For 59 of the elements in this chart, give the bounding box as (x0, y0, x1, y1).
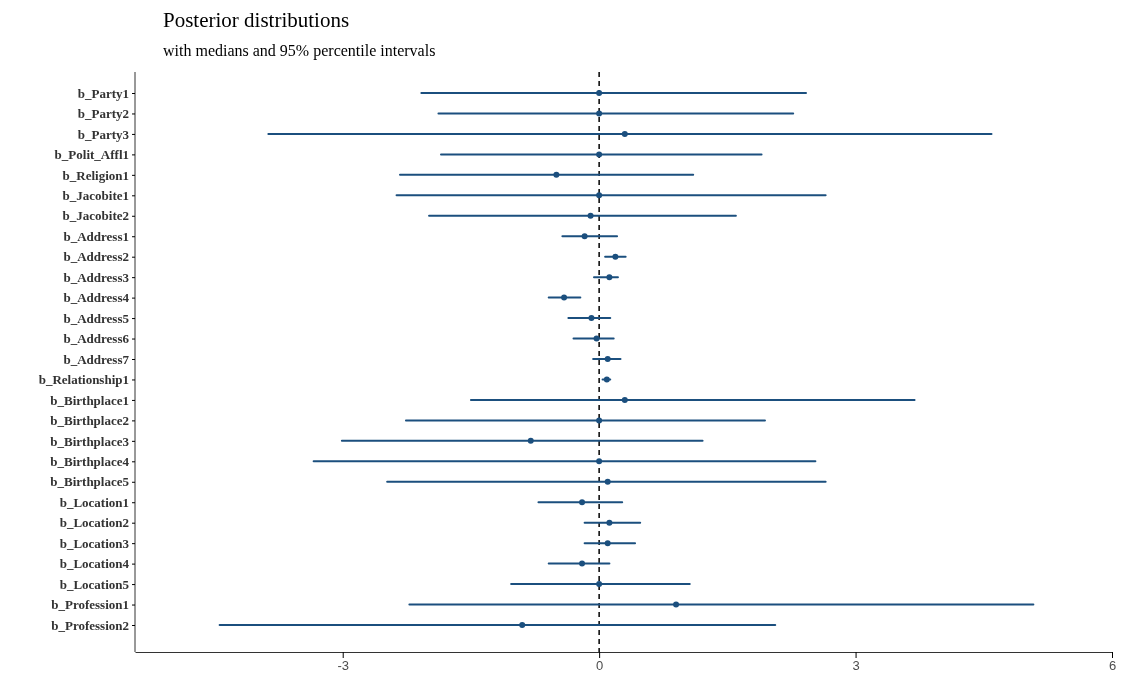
point (604, 478, 611, 485)
y-tick-label: b_Location4 (59, 556, 130, 572)
y-tick-label: b_Party1 (77, 85, 129, 101)
point (579, 499, 586, 506)
y-tick-label: b_Jacobite2 (62, 208, 129, 224)
y-tick-label: b_Polit_Affl1 (54, 147, 129, 163)
point (596, 151, 603, 158)
point (579, 560, 586, 567)
y-tick-label: b_Location5 (59, 576, 130, 592)
y-tick-label: b_Party2 (77, 106, 129, 122)
point (596, 192, 603, 199)
point (604, 540, 611, 547)
point (596, 458, 603, 465)
y-tick-label: b_Address1 (63, 228, 129, 244)
y-tick-label: b_Birthplace4 (50, 453, 130, 469)
point (561, 294, 568, 301)
point (588, 315, 595, 322)
y-tick-label: b_Address4 (63, 290, 130, 306)
point (621, 130, 628, 137)
point (553, 171, 560, 178)
point (596, 90, 603, 96)
y-tick-label: b_Relationship1 (38, 372, 129, 388)
point (612, 253, 619, 260)
y-tick-label: b_Address7 (63, 351, 130, 367)
point (596, 417, 603, 424)
y-tick-label: b_Address3 (63, 269, 130, 285)
y-tick-label: b_Party3 (77, 126, 130, 142)
chart-subtitle: with medians and 95% percentile intervals (163, 42, 436, 60)
y-tick-label: b_Religion1 (62, 167, 129, 183)
x-tick-label: -3 (337, 658, 349, 674)
point (621, 396, 628, 403)
x-tick-label: 6 (1108, 658, 1117, 674)
point (606, 274, 613, 281)
y-tick-label: b_Birthplace3 (50, 433, 130, 449)
point (519, 622, 526, 628)
point (593, 335, 600, 342)
point (527, 437, 534, 444)
y-tick-label: b_Profession1 (51, 597, 129, 613)
y-tick-label: b_Profession2 (51, 617, 129, 633)
point (596, 110, 603, 117)
point (581, 233, 588, 240)
y-tick-label: b_Location1 (59, 494, 129, 510)
y-tick-label: b_Location3 (59, 535, 130, 551)
y-tick-label: b_Address6 (63, 331, 130, 347)
point (596, 581, 603, 588)
y-tick-label: b_Address5 (63, 310, 130, 326)
y-tick-label: b_Birthplace1 (50, 392, 129, 408)
y-tick-label: b_Birthplace2 (50, 413, 129, 429)
point (673, 601, 680, 608)
point (606, 519, 613, 526)
y-tick-label: b_Birthplace5 (50, 474, 130, 490)
chart-title: Posterior distributions (163, 8, 350, 32)
y-tick-label: b_Jacobite1 (62, 187, 129, 203)
y-tick-label: b_Location2 (59, 515, 129, 531)
x-tick-label: 3 (852, 658, 860, 674)
point (587, 212, 594, 219)
point (604, 356, 611, 362)
x-tick-label: 0 (596, 658, 604, 674)
y-tick-label: b_Address2 (63, 249, 129, 265)
